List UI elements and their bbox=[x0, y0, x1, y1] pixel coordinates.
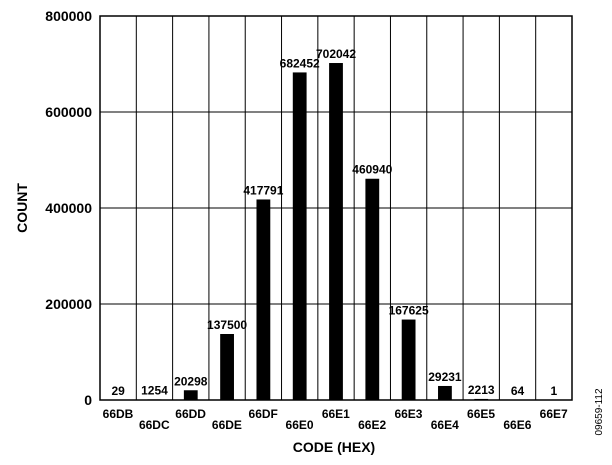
y-tick-label: 400000 bbox=[45, 200, 92, 216]
bar-66df bbox=[256, 199, 270, 400]
x-tick-label: 66DF bbox=[249, 407, 278, 421]
x-tick-label: 66E0 bbox=[286, 418, 314, 432]
data-label-66df: 417791 bbox=[243, 183, 283, 197]
data-label-66e7: 1 bbox=[551, 384, 558, 398]
data-label-66e6: 64 bbox=[511, 384, 525, 398]
y-axis-title: COUNT bbox=[14, 183, 30, 233]
data-label-66e1: 702042 bbox=[316, 47, 356, 61]
bar-66e0 bbox=[293, 72, 307, 400]
bar-series bbox=[111, 63, 560, 400]
y-tick-label: 800000 bbox=[45, 8, 92, 24]
x-tick-label: 66DB bbox=[103, 407, 134, 421]
x-tick-label: 66DE bbox=[212, 418, 242, 432]
x-tick-label: 66E7 bbox=[540, 407, 568, 421]
x-tick-label: 66DC bbox=[139, 418, 170, 432]
x-tick-label: 66DD bbox=[175, 407, 206, 421]
data-label-66e0: 682452 bbox=[280, 56, 320, 70]
data-label-66dd: 20298 bbox=[174, 374, 208, 388]
data-label-66e4: 29231 bbox=[428, 370, 462, 384]
y-tick-label: 0 bbox=[84, 392, 92, 408]
x-tick-label: 66E2 bbox=[358, 418, 386, 432]
data-label-66e5: 2213 bbox=[468, 383, 495, 397]
data-label-66db: 29 bbox=[111, 384, 125, 398]
x-tick-label: 66E5 bbox=[467, 407, 495, 421]
bar-66e1 bbox=[329, 63, 343, 400]
bar-66e4 bbox=[438, 386, 452, 400]
bar-66dd bbox=[184, 390, 198, 400]
figure-number: 09659-112 bbox=[594, 388, 605, 436]
y-tick-label: 600000 bbox=[45, 104, 92, 120]
bar-66de bbox=[220, 334, 234, 400]
data-label-66de: 137500 bbox=[207, 318, 247, 332]
data-label-66e2: 460940 bbox=[352, 163, 392, 177]
data-label-66dc: 1254 bbox=[141, 383, 168, 397]
data-label-66e3: 167625 bbox=[389, 304, 429, 318]
x-axis-title: CODE (HEX) bbox=[293, 439, 375, 455]
x-tick-label: 66E3 bbox=[394, 407, 422, 421]
x-tick-label: 66E4 bbox=[431, 418, 459, 432]
bar-66e2 bbox=[365, 179, 379, 400]
x-tick-labels: 66DB 66DC 66DD 66DE 66DF 66E0 66E1 66E2 66E3 66E4… bbox=[103, 407, 568, 432]
bar-66e3 bbox=[402, 320, 416, 400]
x-tick-label: 66E1 bbox=[322, 407, 350, 421]
x-tick-label: 66E6 bbox=[503, 418, 531, 432]
y-tick-labels: 0 200000 400000 600000 800000 bbox=[45, 8, 92, 408]
y-tick-label: 200000 bbox=[45, 296, 92, 312]
